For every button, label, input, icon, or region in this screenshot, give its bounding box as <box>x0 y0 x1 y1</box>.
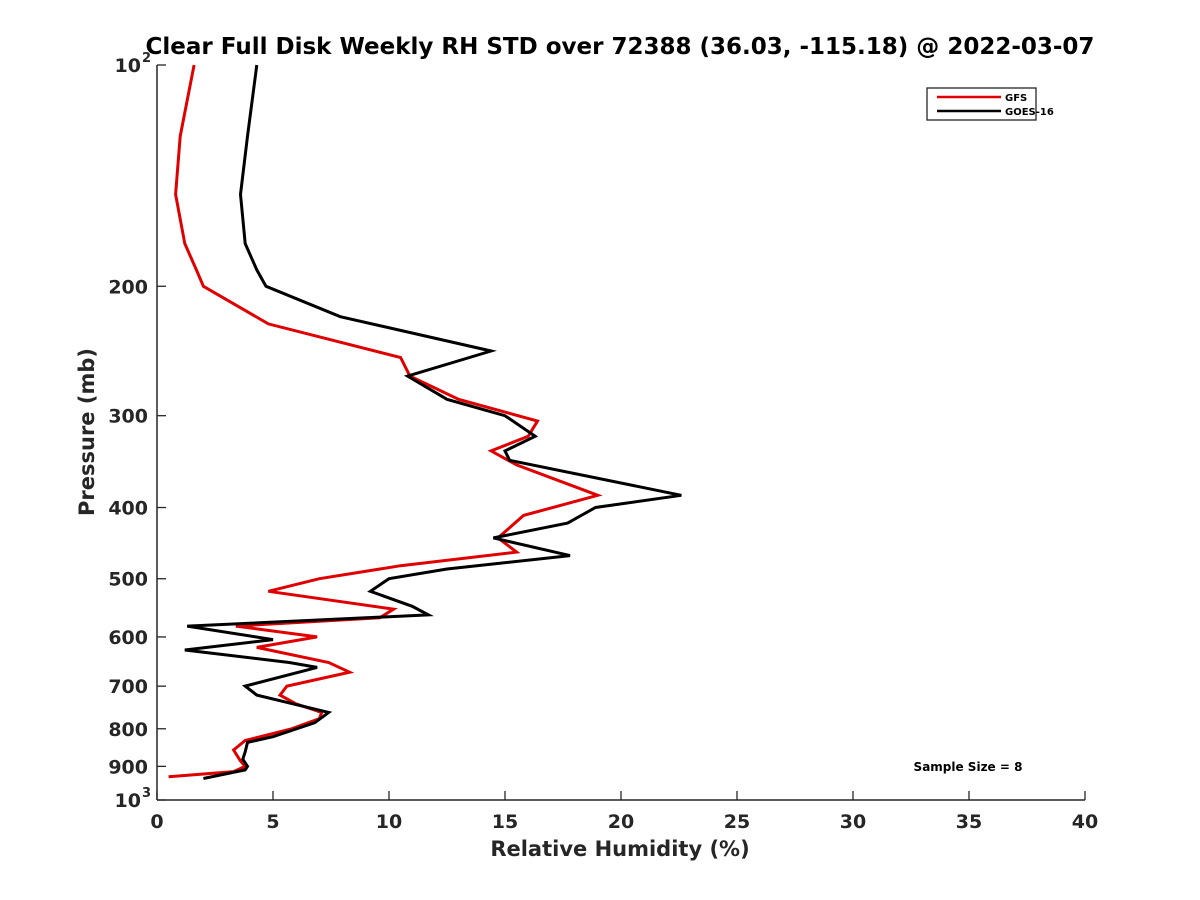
x-tick-label: 20 <box>608 811 634 833</box>
x-tick-label: 5 <box>266 811 279 833</box>
y-tick-exponent: 3 <box>142 786 151 801</box>
y-tick-label: 500 <box>108 569 148 591</box>
y-tick-label: 10 <box>115 790 141 812</box>
y-tick-label: 800 <box>108 719 148 741</box>
series-line-gfs <box>168 64 603 779</box>
y-axis-label: Pressure (mb) <box>75 348 99 516</box>
chart-title: Clear Full Disk Weekly RH STD over 72388… <box>146 34 1095 60</box>
x-tick-label: 10 <box>376 811 402 833</box>
y-tick-label: 700 <box>108 676 148 698</box>
y-tick-label: 400 <box>108 498 148 520</box>
x-axis-label: Relative Humidity (%) <box>490 837 749 861</box>
series-line-goes-16 <box>184 64 682 780</box>
sample-size-annotation: Sample Size = 8 <box>914 760 1023 774</box>
x-tick-label: 15 <box>492 811 518 833</box>
y-tick-label: 10 <box>115 55 141 77</box>
y-tick-label: 900 <box>108 756 148 778</box>
x-tick-label: 0 <box>150 811 163 833</box>
x-tick-label: 35 <box>956 811 982 833</box>
x-tick-label: 30 <box>840 811 866 833</box>
y-tick-label: 200 <box>108 276 148 298</box>
x-tick-label: 40 <box>1072 811 1098 833</box>
y-tick-exponent: 2 <box>142 51 151 66</box>
x-tick-label: 25 <box>724 811 750 833</box>
y-tick-label: 300 <box>108 406 148 428</box>
legend-label-gfs: GFS <box>1005 93 1027 104</box>
y-tick-label: 600 <box>108 627 148 649</box>
legend: GFS GOES-16 <box>926 87 1054 121</box>
legend-label-goes-16: GOES-16 <box>1005 107 1054 118</box>
legend-box <box>926 87 1037 121</box>
